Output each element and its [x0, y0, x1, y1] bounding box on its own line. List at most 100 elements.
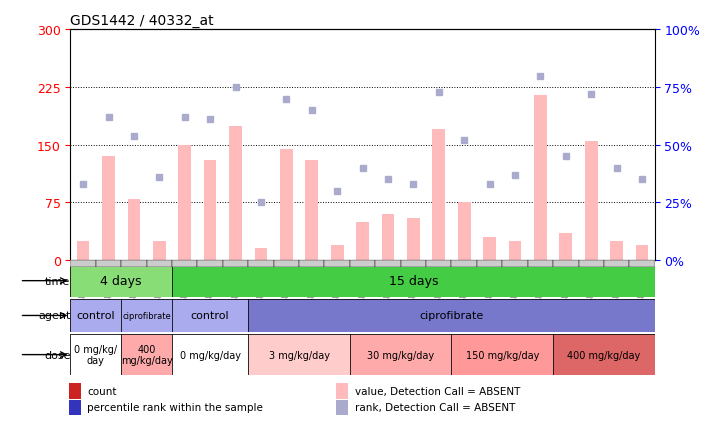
Text: percentile rank within the sample: percentile rank within the sample — [87, 402, 263, 412]
Bar — [579, 260, 604, 267]
Bar — [299, 260, 325, 267]
Bar — [585, 141, 598, 260]
Text: control: control — [77, 311, 115, 321]
Bar — [636, 245, 648, 260]
Text: ciprofibrate: ciprofibrate — [122, 311, 171, 320]
Bar — [197, 260, 223, 267]
Bar — [121, 334, 172, 375]
Bar — [121, 299, 172, 332]
Bar — [280, 149, 293, 260]
Bar — [426, 260, 451, 267]
Text: 4 days: 4 days — [101, 275, 142, 287]
Text: 400
mg/kg/day: 400 mg/kg/day — [121, 344, 172, 365]
Text: 0 mg/kg/
day: 0 mg/kg/ day — [74, 344, 118, 365]
Bar — [70, 299, 121, 332]
Bar — [337, 400, 348, 415]
Text: 15 days: 15 days — [389, 275, 438, 287]
Bar — [451, 30, 477, 260]
Bar — [172, 265, 655, 297]
Text: time: time — [45, 276, 70, 286]
Bar — [96, 30, 121, 260]
Text: 30 mg/kg/day: 30 mg/kg/day — [367, 350, 434, 360]
Bar — [172, 334, 249, 375]
Bar — [96, 260, 121, 267]
Bar — [528, 260, 553, 267]
Text: 400 mg/kg/day: 400 mg/kg/day — [567, 350, 641, 360]
Bar — [528, 30, 553, 260]
Bar — [350, 334, 451, 375]
Bar — [146, 260, 172, 267]
Text: agent: agent — [38, 311, 70, 321]
Bar — [121, 260, 146, 267]
Bar — [477, 30, 502, 260]
Bar — [299, 30, 325, 260]
Bar — [70, 260, 96, 267]
Bar — [203, 161, 217, 260]
Bar — [69, 400, 81, 415]
Bar — [451, 260, 477, 267]
Bar — [426, 30, 451, 260]
Bar — [534, 95, 547, 260]
Bar — [69, 384, 81, 399]
Bar — [477, 260, 502, 267]
Bar — [553, 334, 655, 375]
Text: 150 mg/kg/day: 150 mg/kg/day — [465, 350, 539, 360]
Text: GDS1442 / 40332_at: GDS1442 / 40332_at — [70, 14, 214, 28]
Text: count: count — [87, 386, 117, 396]
Bar — [274, 260, 299, 267]
Bar — [401, 30, 426, 260]
Bar — [70, 334, 121, 375]
Text: ciprofibrate: ciprofibrate — [420, 311, 484, 321]
Bar — [629, 260, 655, 267]
Text: 0 mg/kg/day: 0 mg/kg/day — [180, 350, 241, 360]
Bar — [508, 241, 522, 260]
Bar — [249, 299, 655, 332]
Bar — [249, 260, 274, 267]
Bar — [325, 30, 350, 260]
Bar — [331, 245, 344, 260]
Bar — [458, 203, 470, 260]
Bar — [223, 260, 249, 267]
Text: rank, Detection Call = ABSENT: rank, Detection Call = ABSENT — [355, 402, 515, 412]
Text: dose: dose — [44, 350, 70, 360]
Bar — [197, 30, 223, 260]
Bar — [153, 241, 165, 260]
Bar — [629, 30, 655, 260]
Bar — [350, 30, 375, 260]
Bar — [502, 260, 528, 267]
Bar — [70, 30, 96, 260]
Text: control: control — [191, 311, 230, 321]
Bar — [407, 218, 420, 260]
Bar — [325, 260, 350, 267]
Bar — [146, 30, 172, 260]
Bar — [382, 214, 394, 260]
Bar — [274, 30, 299, 260]
Bar — [178, 145, 191, 260]
Bar — [249, 334, 350, 375]
Bar — [604, 260, 629, 267]
Bar — [249, 30, 274, 260]
Bar — [375, 260, 401, 267]
Bar — [579, 30, 604, 260]
Bar — [375, 30, 401, 260]
Bar — [401, 260, 426, 267]
Bar — [77, 241, 89, 260]
Bar — [432, 130, 445, 260]
Bar — [172, 30, 197, 260]
Bar — [560, 233, 572, 260]
Bar — [451, 334, 553, 375]
Bar — [483, 237, 496, 260]
Bar — [223, 30, 249, 260]
Text: 3 mg/kg/day: 3 mg/kg/day — [268, 350, 329, 360]
Bar — [306, 161, 318, 260]
Text: value, Detection Call = ABSENT: value, Detection Call = ABSENT — [355, 386, 520, 396]
Bar — [127, 199, 140, 260]
Bar — [102, 157, 115, 260]
Bar — [172, 299, 249, 332]
Bar — [337, 384, 348, 399]
Bar — [502, 30, 528, 260]
Bar — [604, 30, 629, 260]
Bar — [553, 30, 579, 260]
Bar — [255, 249, 268, 260]
Bar — [230, 126, 242, 260]
